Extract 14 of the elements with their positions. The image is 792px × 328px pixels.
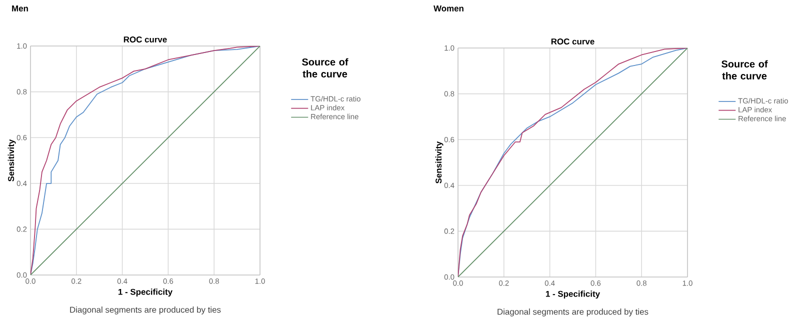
legend-title: Source of the curve <box>302 58 348 78</box>
x-axis-title: 1 - Specificity <box>118 288 173 297</box>
chart-subtitle: ROC curve <box>551 38 594 44</box>
chart-subtitle: ROC curve <box>124 36 167 42</box>
chart-title: Men <box>12 6 28 12</box>
text: Diagonal segments are produced by ties <box>70 306 221 314</box>
line-series <box>458 48 688 277</box>
y-axis-title: Sensitivity <box>8 139 16 182</box>
chart-title: Women <box>434 6 464 12</box>
line-series <box>30 46 260 275</box>
y-axis-title: Sensitivity <box>435 141 444 184</box>
x-axis-title: 1 - Specificity <box>546 290 600 299</box>
text: Diagonal segments are produced by ties <box>498 308 648 316</box>
legend-title: Source of the curve <box>722 60 768 80</box>
